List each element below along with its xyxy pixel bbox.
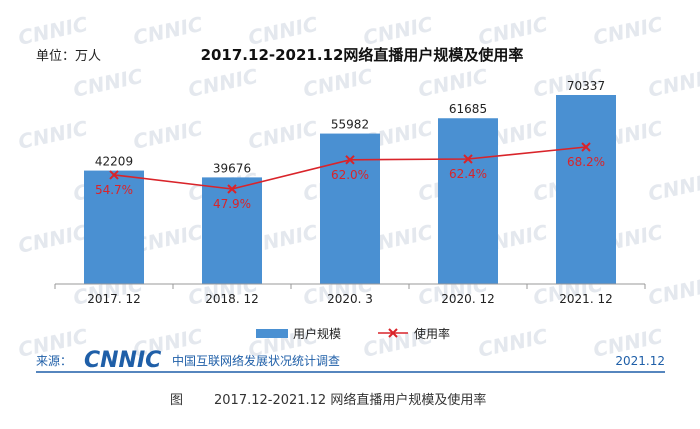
bar-value-label: 39676: [213, 161, 251, 175]
rate-point: [463, 154, 473, 164]
watermark-text: CNNIC: [476, 12, 550, 50]
watermark-text: CNNIC: [646, 64, 700, 102]
bar-value-label: 42209: [95, 155, 133, 169]
watermark-text: CNNIC: [591, 12, 665, 50]
bar: [438, 118, 498, 284]
cnnic-logo: CNNIC: [84, 348, 161, 373]
rate-point: [227, 184, 237, 194]
source-org-name: 中国互联网络发展状况统计调查: [172, 353, 340, 368]
watermark-text: CNNIC: [131, 12, 205, 50]
rate-value-label: 62.0%: [331, 168, 369, 182]
x-tick-label: 2020. 3: [327, 292, 373, 306]
watermark-text: CNNIC: [246, 12, 320, 50]
watermark-text: CNNIC: [646, 168, 700, 206]
marker-stroke: [388, 328, 398, 338]
watermark-text: CNNIC: [301, 64, 375, 102]
marker-stroke: [581, 142, 591, 152]
watermark-text: CNNIC: [16, 12, 90, 50]
bar-series: 42209 39676 55982 61685 70337: [84, 79, 616, 284]
source-label: 来源：: [36, 354, 72, 368]
line-series: 54.7% 47.9% 62.0% 62.4% 68.2%: [95, 142, 605, 211]
caption-text: 2017.12-2021.12 网络直播用户规模及使用率: [214, 392, 486, 408]
rate-point: [581, 142, 591, 152]
watermark-text: CNNIC: [186, 64, 260, 102]
legend-line-label: 使用率: [414, 326, 450, 341]
source-date: 2021.12: [615, 354, 665, 368]
unit-label: 单位：万人: [36, 49, 101, 64]
marker-stroke: [345, 155, 355, 165]
marker-stroke: [109, 170, 119, 180]
caption-prefix: 图: [170, 393, 183, 408]
x-tick-label: 2021. 12: [559, 292, 612, 306]
watermark-text: CNNIC: [16, 116, 90, 154]
watermark-text: CNNIC: [16, 220, 90, 258]
legend-line-marker: [388, 328, 398, 338]
source-footer: 来源： CNNIC 中国互联网络发展状况统计调查 2021.12: [36, 348, 665, 373]
x-tick-label: 2017. 12: [87, 292, 140, 306]
marker-stroke: [227, 184, 237, 194]
legend: 用户规模 使用率: [256, 326, 450, 341]
bar: [320, 133, 380, 284]
bar: [556, 95, 616, 284]
legend-bar-label: 用户规模: [293, 326, 341, 341]
x-tick-label: 2020. 12: [441, 292, 494, 306]
bar: [202, 177, 262, 284]
watermark-text: CNNIC: [361, 12, 435, 50]
watermark-text: CNNIC: [131, 116, 205, 154]
x-axis: 2017. 12 2018. 12 2020. 3 2020. 12 2021. 12: [54, 283, 646, 306]
rate-value-label: 54.7%: [95, 183, 133, 197]
watermark-text: CNNIC: [246, 116, 320, 154]
watermark-text: CNNIC: [416, 64, 490, 102]
rate-point: [109, 170, 119, 180]
legend-bar-swatch: [256, 329, 288, 338]
x-tick-label: 2018. 12: [205, 292, 258, 306]
watermark-text: CNNIC: [646, 272, 700, 310]
watermark-text: CNNIC: [71, 64, 145, 102]
marker-stroke: [463, 154, 473, 164]
legend-cross: [388, 328, 398, 338]
rate-value-label: 68.2%: [567, 155, 605, 169]
bar-value-label: 61685: [449, 102, 487, 116]
bar: [84, 170, 144, 284]
rate-value-label: 62.4%: [449, 167, 487, 181]
rate-value-label: 47.9%: [213, 197, 251, 211]
rate-point: [345, 155, 355, 165]
watermark-text: CNNIC: [476, 324, 550, 362]
bar-value-label: 70337: [567, 79, 605, 93]
bar-value-label: 55982: [331, 118, 369, 132]
chart-title: 2017.12-2021.12网络直播用户规模及使用率: [201, 46, 524, 64]
